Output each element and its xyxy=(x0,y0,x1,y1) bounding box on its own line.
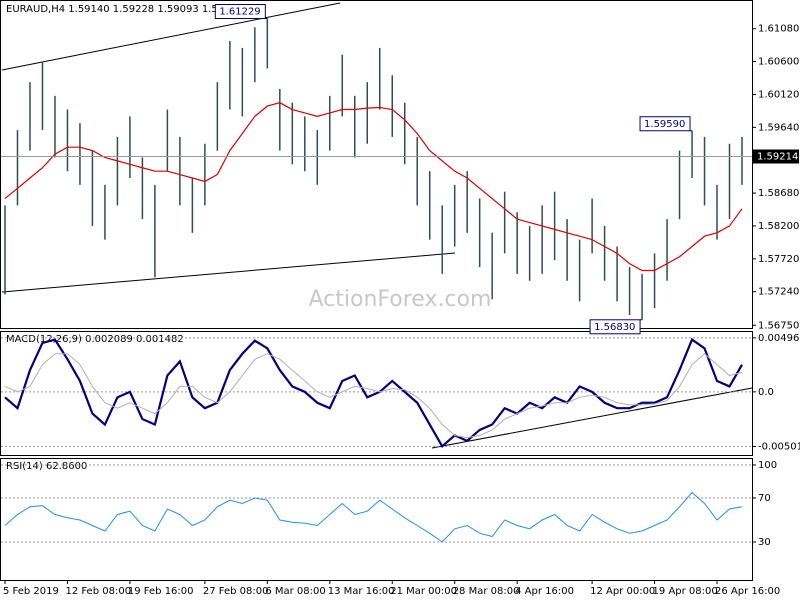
annotation-label: 1.61229 xyxy=(219,7,260,18)
x-tick-label: 5 Feb 2019 xyxy=(3,586,59,597)
signal-line xyxy=(4,353,743,439)
x-tick-label: 12 Feb 08:00 xyxy=(65,586,131,597)
ma-line xyxy=(4,102,743,272)
last-price-label: 1.59214 xyxy=(757,152,798,163)
channel-top xyxy=(1,2,341,71)
rsi-panel xyxy=(0,458,753,581)
y-tick-label: 0.004965 xyxy=(758,333,800,344)
rsi-title: RSI(14) 62.8600 xyxy=(6,461,87,472)
annotation-box xyxy=(589,319,641,335)
y-tick-label: 1.59640 xyxy=(758,122,799,133)
price-title: EURAUD,H4 1.59140 1.59228 1.59093 1.5921… xyxy=(6,4,243,15)
x-tick-label: 4 Apr 16:00 xyxy=(515,586,574,597)
annotation-box xyxy=(214,4,266,20)
y-tick-label: 1.58200 xyxy=(758,221,799,232)
last-price-box xyxy=(753,149,799,164)
y-tick-label: 1.56750 xyxy=(758,320,799,331)
macd-line xyxy=(4,337,743,449)
y-tick-label: 0.0 xyxy=(758,387,774,398)
x-tick-label: 13 Mar 16:00 xyxy=(328,586,395,597)
macd-panel xyxy=(0,331,753,456)
channel-bottom xyxy=(1,252,456,293)
x-tick-label: 12 Apr 00:00 xyxy=(590,586,655,597)
y-tick-label: 1.57240 xyxy=(758,287,799,298)
annotation-box xyxy=(639,116,691,132)
x-tick-label: 27 Feb 08:00 xyxy=(203,586,269,597)
rsi-line xyxy=(4,491,743,543)
macd-title: MACD(12,26,9) 0.002089 0.001482 xyxy=(6,334,184,345)
y-tick-label: 1.61080 xyxy=(758,24,799,35)
y-tick-label: 1.57720 xyxy=(758,254,799,265)
y-tick-label: 100 xyxy=(758,460,777,471)
y-tick-label: 30 xyxy=(758,537,771,548)
x-tick-label: 26 Apr 16:00 xyxy=(715,586,780,597)
annotation-label: 1.59590 xyxy=(644,119,685,130)
y-tick-label: -0.005013 xyxy=(758,441,800,452)
y-tick-label: 1.60600 xyxy=(758,57,799,68)
y-tick-label: 70 xyxy=(758,493,771,504)
macd-trendline xyxy=(431,387,753,449)
x-tick-label: 28 Mar 08:00 xyxy=(453,586,520,597)
annotation-label: 1.56830 xyxy=(594,322,635,333)
x-tick-label: 6 Mar 08:00 xyxy=(265,586,325,597)
x-tick-label: 21 Mar 00:00 xyxy=(390,586,457,597)
y-tick-label: 1.58680 xyxy=(758,188,799,199)
price-panel xyxy=(0,0,753,329)
y-tick-label: 1.60120 xyxy=(758,89,799,100)
x-tick-label: 19 Feb 16:00 xyxy=(128,586,194,597)
x-tick-label: 19 Apr 08:00 xyxy=(653,586,718,597)
watermark: ActionForex.com xyxy=(309,287,492,312)
